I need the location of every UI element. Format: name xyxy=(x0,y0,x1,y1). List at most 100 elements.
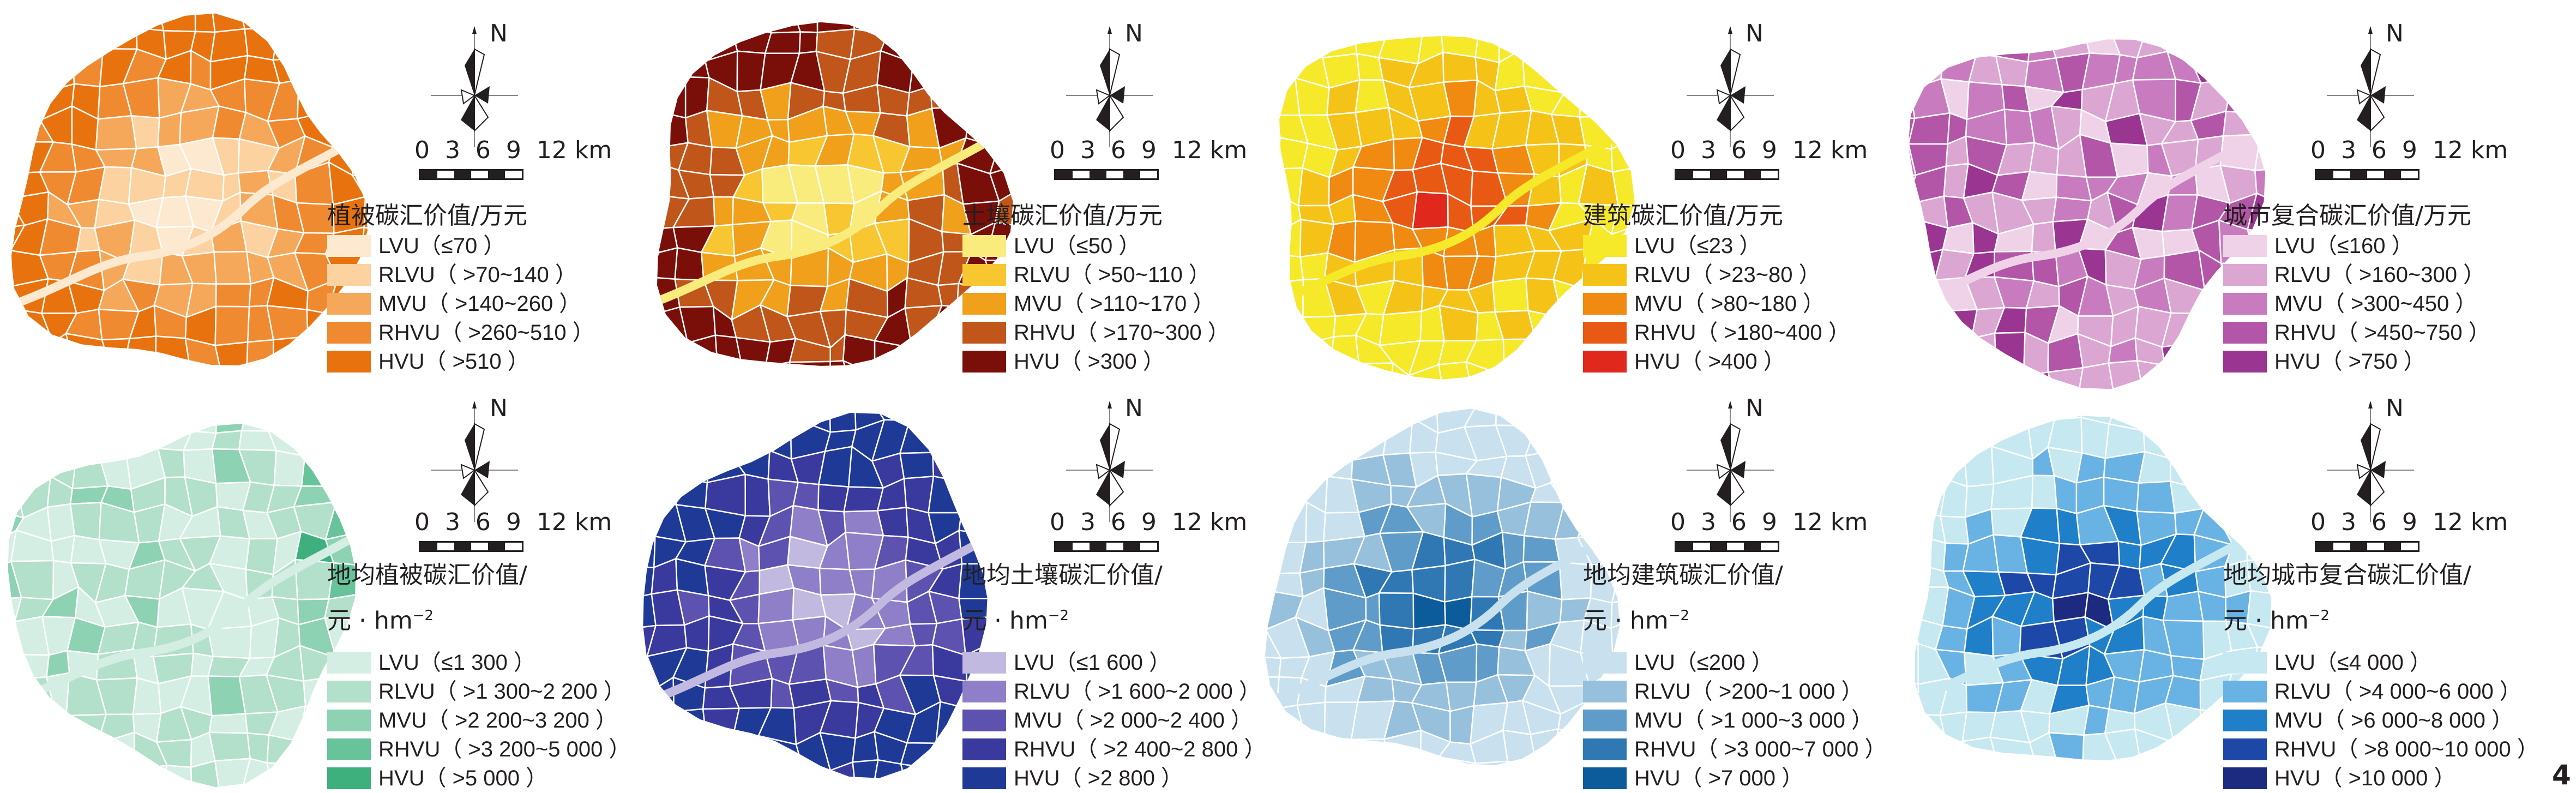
legend-swatch xyxy=(2223,321,2267,344)
map-unit xyxy=(1470,0,1500,26)
river xyxy=(645,524,988,706)
map-unit xyxy=(2139,416,2172,432)
map-unit xyxy=(16,676,53,715)
legend-label: MVU（ >300~450 ） xyxy=(2274,291,2477,316)
map-unit xyxy=(1915,758,1921,760)
map-unit xyxy=(194,13,216,33)
map-unit xyxy=(2249,0,2278,35)
map-unit xyxy=(1379,310,1423,346)
map-unit xyxy=(1915,728,1921,760)
map-unit xyxy=(1908,370,1949,389)
map-unit xyxy=(1556,35,1593,67)
map-unit xyxy=(1935,416,1980,433)
map-unit xyxy=(2164,761,2199,793)
north-label: N xyxy=(1125,20,1143,47)
map-unit xyxy=(1915,703,1920,740)
map-unit xyxy=(1915,677,1920,716)
scale-bar-graphic xyxy=(2315,541,2419,552)
map-unit xyxy=(1265,418,1276,452)
map-unit xyxy=(2225,77,2257,114)
map-unit xyxy=(297,77,329,120)
map-unit xyxy=(1885,0,1910,27)
legend-item: RHVU（ >180~400 ） xyxy=(1583,318,1850,347)
map-unit xyxy=(351,50,368,93)
map-unit xyxy=(2048,732,2085,760)
map-unit xyxy=(1443,558,1476,603)
map-unit xyxy=(328,562,356,600)
legend-swatch xyxy=(1583,710,1627,732)
map-unit xyxy=(1989,736,2036,760)
map-unit xyxy=(272,361,308,365)
map-unit xyxy=(964,417,988,462)
map-unit xyxy=(676,759,718,778)
map-unit xyxy=(45,735,74,774)
map-unit xyxy=(742,755,774,778)
map-unit xyxy=(354,13,368,33)
legend-item: LVU（≤70 ） xyxy=(327,231,594,260)
map-unit xyxy=(935,413,967,427)
map-unit xyxy=(989,133,1013,175)
legend-item: MVU（ >80~180 ） xyxy=(1583,289,1850,318)
map-unit xyxy=(2193,424,2234,452)
map-unit xyxy=(1293,335,1335,376)
map-unit xyxy=(102,27,138,50)
map-unit xyxy=(72,47,104,88)
map-unit xyxy=(11,76,22,120)
map-unit xyxy=(1350,738,1389,766)
map-unit xyxy=(937,283,960,308)
legend: 地均土壤碳汇价值/元 · hm−2 LVU（≤1 600 ） RLVU（ >1 60… xyxy=(962,560,1266,793)
legend-label: LVU（≤1 300 ） xyxy=(378,651,536,675)
choropleth-map xyxy=(657,22,1013,366)
map-unit xyxy=(1265,507,1280,544)
map-unit xyxy=(908,52,931,94)
map-unit xyxy=(2027,39,2057,63)
map-unit xyxy=(1576,35,1618,65)
map-unit xyxy=(1296,701,1326,743)
map-unit xyxy=(266,423,305,432)
scale-labels: 0 3 6 9 12 km xyxy=(414,508,612,536)
north-label: N xyxy=(1746,20,1764,47)
map-unit xyxy=(1530,728,1560,766)
legend-swatch xyxy=(327,652,371,674)
map-unit xyxy=(932,447,966,482)
map-unit xyxy=(8,653,26,680)
map-unit xyxy=(2249,83,2266,123)
map-unit xyxy=(351,423,356,434)
map-unit xyxy=(1355,362,1394,380)
legend-label: RHVU（ >8 000~10 000 ） xyxy=(2274,737,2539,762)
map-unit xyxy=(643,531,656,568)
map-unit xyxy=(95,115,137,151)
legend-swatch xyxy=(327,710,371,732)
map-unit xyxy=(874,362,916,366)
map-unit xyxy=(657,136,658,164)
map-unit xyxy=(1909,0,1942,29)
legend-swatch xyxy=(327,681,371,703)
map-unit xyxy=(11,82,46,122)
map-unit xyxy=(1272,474,1308,509)
map-unit xyxy=(14,448,52,483)
map-unit xyxy=(1265,448,1275,479)
legend-label: MVU（ >2 200~3 200 ） xyxy=(378,708,618,733)
map-unit xyxy=(8,481,25,519)
map-unit xyxy=(928,475,962,514)
legend-title: 地均建筑碳汇价值/ xyxy=(1583,561,1783,589)
map-unit xyxy=(67,423,109,432)
map-unit xyxy=(2031,0,2051,34)
legend-label: HVU（ >7 000 ） xyxy=(1634,766,1804,791)
map-unit xyxy=(213,250,252,285)
legend-item: RLVU（ >23~80 ） xyxy=(1583,260,1850,289)
legend-item: LVU（≤1 600 ） xyxy=(962,648,1266,677)
map-unit xyxy=(2136,480,2176,514)
map-unit xyxy=(657,111,689,149)
map-unit xyxy=(958,501,988,535)
scale-bar: 0 3 6 9 12 km xyxy=(414,508,612,552)
map-unit xyxy=(990,22,1013,34)
map-unit xyxy=(1245,169,1271,202)
map-unit xyxy=(936,756,964,778)
map-unit xyxy=(1523,3,1557,29)
choropleth-map xyxy=(1915,416,2271,793)
legend-title: 土壤碳汇价值/万元 xyxy=(962,202,1163,230)
legend-label: LVU（≤200 ） xyxy=(1634,651,1773,675)
map-unit xyxy=(1326,423,1363,461)
map-unit xyxy=(1550,332,1585,377)
